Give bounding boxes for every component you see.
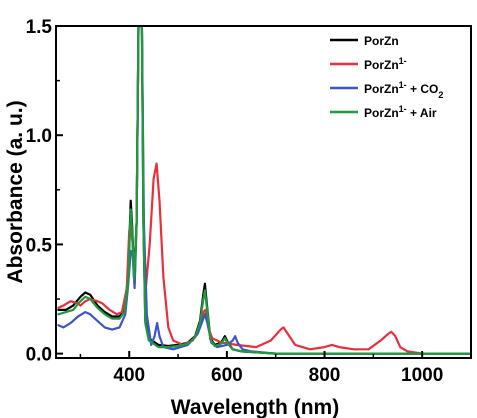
legend-label-3: PorZn1- + Air xyxy=(364,104,437,120)
x-tick-label-3: 1000 xyxy=(401,365,443,386)
series-line-1 xyxy=(57,26,471,355)
plot-frame xyxy=(55,25,472,359)
y-tick-label-2: 1.0 xyxy=(26,126,52,147)
legend-label-2: PorZn1- + CO2 xyxy=(364,80,443,100)
y-tick-label-1: 0.5 xyxy=(26,235,53,256)
y-axis-title: Absorbance (a. u.) xyxy=(4,100,27,283)
series-layer xyxy=(57,26,471,355)
legend-label-0: PorZn xyxy=(364,34,399,48)
x-tick-label-1: 600 xyxy=(211,365,243,386)
y-tick-label-3: 1.5 xyxy=(26,17,53,38)
x-tick-label-0: 400 xyxy=(113,365,145,386)
series-line-3 xyxy=(57,26,471,355)
x-axis-title: Wavelength (nm) xyxy=(171,396,339,418)
x-tick-label-2: 800 xyxy=(309,365,341,386)
legend-label-1: PorZn1- xyxy=(364,56,407,72)
y-tick-label-0: 0.0 xyxy=(26,345,52,366)
tick-layer: 400 600 800 1000 0.0 0.5 1.0 1.5 xyxy=(26,17,472,386)
series-line-0 xyxy=(57,26,471,355)
series-line-2 xyxy=(57,26,471,355)
legend: PorZn PorZn1- PorZn1- + CO2 PorZn1- + Air xyxy=(330,34,443,120)
